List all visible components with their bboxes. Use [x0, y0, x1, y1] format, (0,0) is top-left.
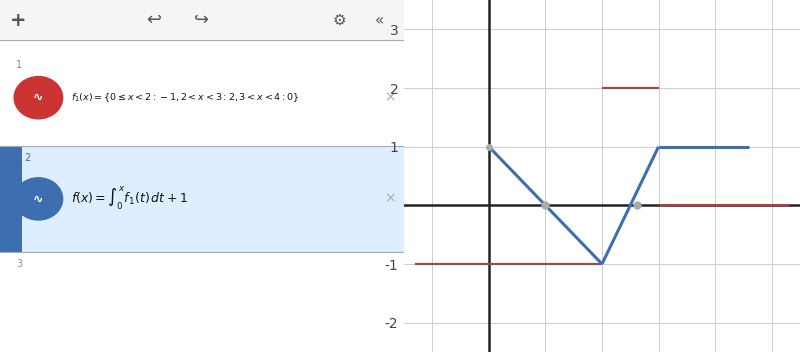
Text: 1: 1: [16, 60, 22, 70]
Text: ∿: ∿: [33, 193, 44, 205]
Text: ×: ×: [384, 192, 396, 206]
Bar: [0, 0, 404, 40]
Text: ∿: ∿: [33, 91, 44, 104]
Text: ⚙: ⚙: [333, 13, 346, 28]
Circle shape: [14, 77, 62, 119]
Text: ×: ×: [384, 91, 396, 105]
Text: ↪: ↪: [194, 11, 210, 29]
Text: «: «: [375, 13, 384, 28]
Text: 2: 2: [24, 153, 30, 163]
Bar: [0, 49, 404, 146]
Text: $f(x) = \int_0^x f_1(t)\,dt + 1$: $f(x) = \int_0^x f_1(t)\,dt + 1$: [70, 186, 188, 212]
Text: +: +: [10, 11, 26, 30]
Text: $f_1(x) = \{0 \leq x < 2{:}-1, 2 < x < 3{:}2, 3 < x < 4{:}0\}$: $f_1(x) = \{0 \leq x < 2{:}-1, 2 < x < 3…: [70, 91, 299, 104]
Text: 3: 3: [16, 259, 22, 269]
Text: ↩: ↩: [146, 11, 161, 29]
Bar: [0, 146, 22, 252]
Bar: [0, 252, 404, 352]
Circle shape: [14, 178, 62, 220]
Bar: [0, 146, 404, 252]
